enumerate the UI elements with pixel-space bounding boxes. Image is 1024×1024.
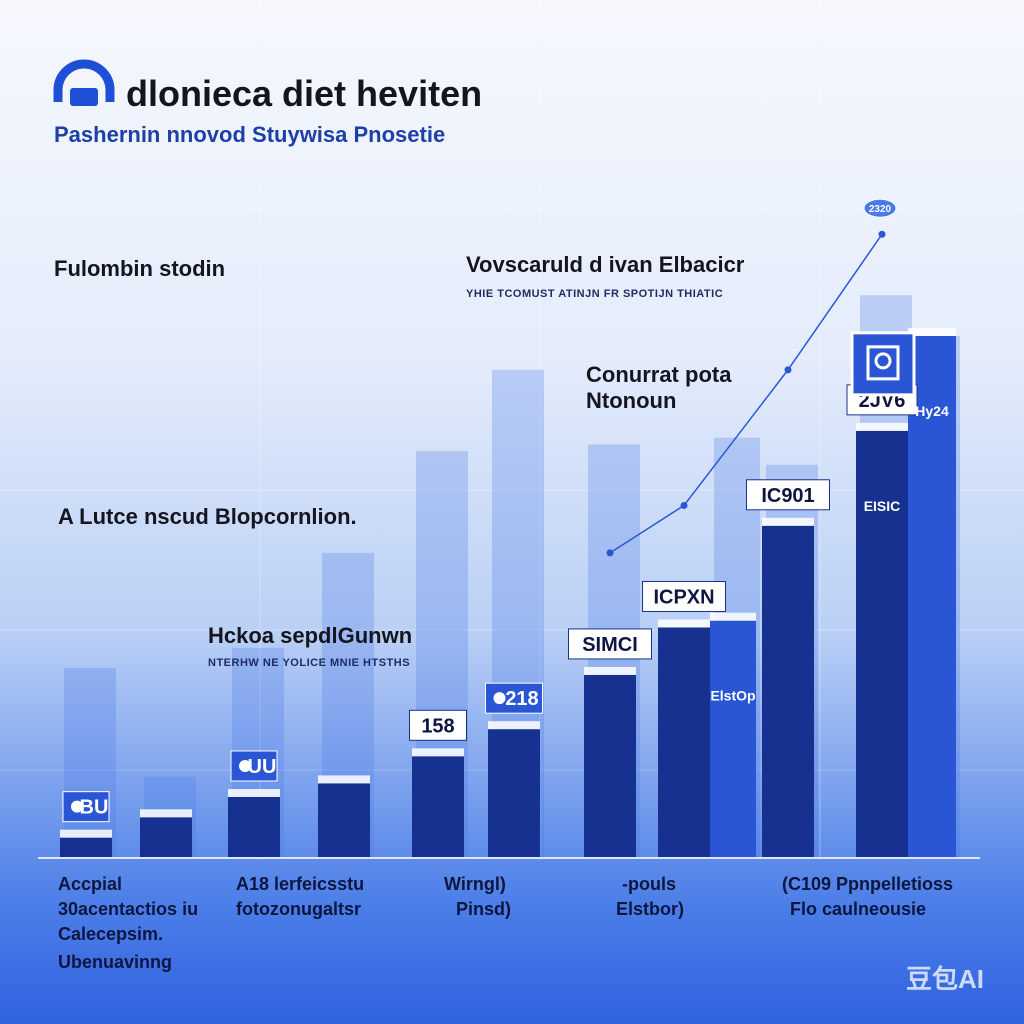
bar (488, 729, 540, 858)
bar (412, 756, 464, 858)
annotation: Fulombin stodin (54, 256, 225, 281)
badge-dot-icon (70, 88, 98, 106)
trend-point (680, 501, 688, 509)
bar (762, 525, 814, 858)
trend-line: 2320 (606, 198, 897, 557)
x-tick-label: (C109 Ppnpelletioss (782, 874, 953, 894)
bar-cap (710, 612, 756, 621)
data-label: SIMCI (568, 628, 652, 660)
data-label: 218 (485, 682, 543, 714)
badge-dot-icon (493, 692, 506, 705)
bar (228, 796, 280, 858)
data-label: ICPXN (642, 580, 726, 612)
bar-cap (412, 748, 464, 757)
chart-title: dlonieca diet heviten (126, 73, 482, 114)
data-label: BU (62, 791, 110, 823)
x-tick-label: fotozonugaltsr (236, 899, 361, 919)
trend-point (784, 366, 792, 374)
data-label: UU (230, 750, 278, 782)
x-tick-label: Elstbor) (616, 899, 684, 919)
x-tick-label: Pinsd) (456, 899, 511, 919)
x-tick-label: A18 lerfeicsstu (236, 874, 364, 894)
x-tick-label: Accpial (58, 874, 122, 894)
headphone-logo-icon (53, 59, 115, 102)
data-label-text: UU (248, 756, 277, 778)
bar-cap (140, 809, 192, 818)
annotation: Hckoa sepdlGunwn (208, 623, 412, 648)
trend-point (606, 549, 614, 557)
annotation-sub: YHIE TCOMUST ATINJN FR SPOTIJN THIATIC (466, 288, 723, 300)
bar (140, 817, 192, 858)
bar-cap (856, 422, 908, 431)
data-label-text: BU (80, 797, 109, 819)
photo-icon (850, 331, 916, 397)
annotation-sub: NTERHW NE YOLICE MNIE HTSTHS (208, 657, 410, 669)
bar (584, 674, 636, 858)
data-label-text: 218 (505, 688, 538, 710)
chart-subtitle: Pashernin nnovod Stuywisa Pnosetie (54, 122, 445, 147)
inside-label: Hy24 (915, 403, 949, 419)
x-tick-label: Calecepsim. (58, 924, 163, 944)
annotation: Ntonoun (586, 388, 676, 413)
data-labels: BUUU158218SIMCIICPXNIC9012JV6ElstOpEISIC… (62, 331, 949, 823)
bar (710, 620, 756, 858)
trend-badge-label: 2320 (869, 204, 892, 215)
value-bars (60, 327, 956, 858)
logo (53, 59, 115, 106)
data-label-text: 158 (421, 715, 454, 737)
annotation: A Lutce nscud Blopcornlion. (58, 504, 357, 529)
x-tick-label: -pouls (622, 874, 676, 894)
bar-cap (908, 327, 956, 336)
data-label-text: SIMCI (582, 634, 638, 656)
bar (856, 430, 908, 858)
bar-cap (584, 666, 636, 675)
data-label-text: IC901 (761, 485, 814, 507)
background-bar (64, 668, 116, 858)
trend-path (609, 233, 883, 554)
x-tick-label: Flo caulneousie (790, 899, 926, 919)
inside-label: EISIC (864, 498, 901, 514)
badge-dot-icon (239, 759, 251, 772)
x-tick-label: Ubenuavinng (58, 952, 172, 972)
bar (60, 837, 112, 858)
data-label: IC901 (746, 479, 830, 511)
trend-badge: 2320 (863, 198, 897, 218)
inside-label: ElstOp (710, 688, 755, 704)
bar-cap (318, 775, 370, 784)
bar-cap (60, 829, 112, 838)
data-label-text: ICPXN (653, 586, 714, 608)
bar-cap (762, 517, 814, 526)
category-labels: Accpial 30acentactios iu Calecepsim. Ube… (58, 874, 953, 972)
watermark: 豆包AI (906, 964, 984, 994)
annotations: Fulombin stodin Vovscaruld d ivan Elbaci… (54, 252, 745, 669)
trend-point (878, 230, 886, 238)
badge-dot-icon (71, 800, 83, 813)
bar-cap (488, 721, 540, 730)
data-label: 158 (409, 709, 467, 741)
x-tick-label: Wirngl) (444, 874, 506, 894)
bar (658, 627, 710, 858)
annotation: Conurrat pota (586, 362, 732, 387)
bar-cap (658, 619, 710, 628)
bar (318, 783, 370, 858)
bar-cap (228, 788, 280, 797)
bar (908, 335, 956, 858)
annotation: Vovscaruld d ivan Elbacicr (466, 252, 745, 277)
x-tick-label: 30acentactios iu (58, 899, 198, 919)
